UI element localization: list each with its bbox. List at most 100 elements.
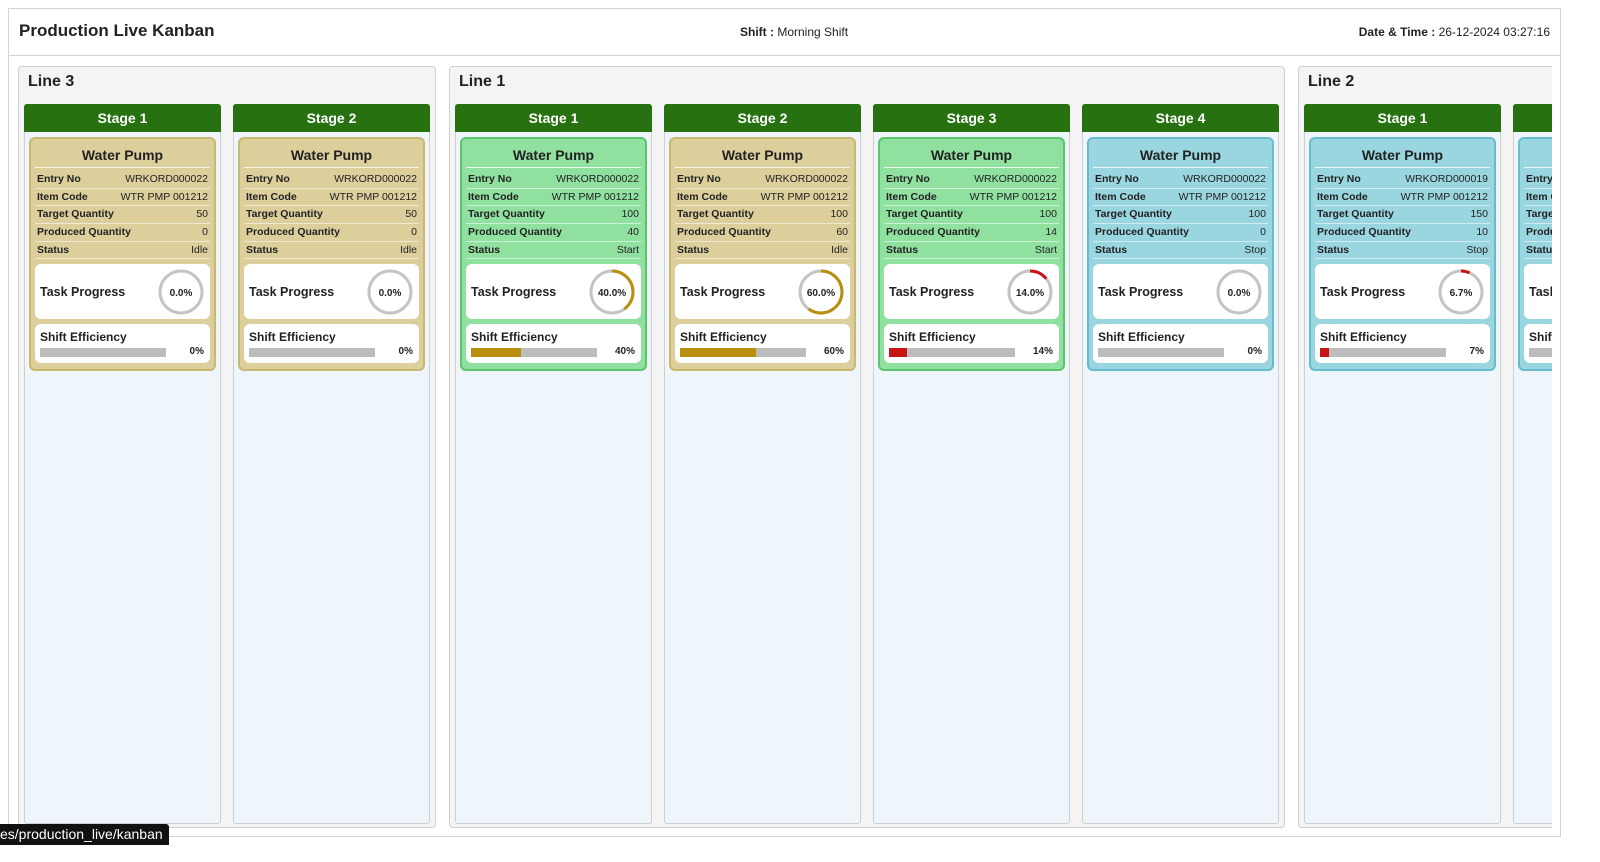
field-row: Target Quantity 100	[675, 206, 850, 225]
field-row: Entry No WRKORD000022	[884, 171, 1059, 189]
field-label: Entry No	[1526, 173, 1552, 185]
stage-header	[1513, 104, 1552, 132]
card-title: Water Pump	[675, 143, 850, 168]
card-title: Water Pump	[35, 143, 210, 168]
field-label: Produced Quantity	[886, 226, 980, 239]
efficiency-track	[680, 348, 806, 358]
efficiency-label: 0%	[1247, 346, 1262, 358]
stage-column: Stage 4 Water Pump Entry No WRKORD000022 Ite…	[1082, 104, 1279, 824]
datetime-label: Date & Time :	[1358, 25, 1436, 39]
task-progress: Task Progress 40.0%	[466, 264, 641, 320]
field-label: Target Quantity	[1317, 208, 1394, 221]
shift-label: Shift :	[740, 25, 774, 39]
field-value: WRKORD000022	[125, 173, 208, 185]
field-row: Entry No WRKORD000022	[675, 171, 850, 189]
field-label: Status	[1526, 243, 1552, 256]
field-row: Produced Quantity 0	[1093, 224, 1268, 242]
shift-efficiency: Shift Efficiency 0%	[244, 324, 419, 364]
field-value: 100	[1039, 208, 1057, 221]
efficiency-track	[471, 348, 597, 358]
stage-header: Stage 1	[24, 104, 221, 132]
field-label: Status	[677, 243, 710, 256]
efficiency-bar	[889, 348, 907, 358]
field-row: Item Code WTR PMP 001212	[884, 189, 1059, 207]
task-progress: Task Progress 60.0%	[675, 264, 850, 320]
field-row: Target Quantity 50	[35, 206, 210, 225]
line-name: Line 2	[1308, 73, 1355, 90]
field-value: 50	[405, 208, 417, 221]
field-row: Target Quantity 100	[466, 206, 641, 225]
field-row: Status	[1524, 242, 1552, 260]
progress-ring: 6.7%	[1438, 269, 1484, 315]
field-value: Idle	[400, 243, 417, 256]
card: Water Pump Entry No WRKORD000022 Item Code W…	[669, 137, 856, 371]
card: Entry No Item Code Target Quantity Produced…	[1518, 137, 1552, 371]
shift-efficiency: Shift Efficiency 40%	[466, 324, 641, 364]
field-label: Target Quantity	[886, 208, 963, 221]
field-label: Status	[886, 243, 919, 256]
field-row: Target Quantity 100	[884, 206, 1059, 225]
field-label: Item Code	[1095, 190, 1146, 203]
stage-column: Entry No Item Code Target Quantity Produced…	[1513, 104, 1552, 824]
field-label: Target Quantity	[37, 208, 114, 221]
progress-arc	[1438, 269, 1484, 315]
datetime: Date & Time : 26-12-2024 03:27:16	[1359, 25, 1550, 39]
field-row: Status Idle	[675, 242, 850, 260]
card: Water Pump Entry No WRKORD000022 Item Code W…	[238, 137, 425, 371]
task-progress-label: Task Progress	[1098, 284, 1184, 299]
field-label: Entry No	[468, 173, 512, 185]
field-value: 0	[411, 226, 417, 239]
field-value: WTR PMP 001212	[551, 190, 639, 203]
field-row: Target Quantity 150	[1315, 206, 1490, 225]
progress-ring: 0.0%	[158, 269, 204, 315]
stage-column: Stage 3 Water Pump Entry No WRKORD000022 Ite…	[873, 104, 1070, 824]
field-label: Status	[37, 243, 70, 256]
field-row: Item Code	[1524, 189, 1552, 207]
field-row: Entry No WRKORD000019	[1315, 171, 1490, 189]
field-row: Status Idle	[35, 242, 210, 260]
field-label: Produced Quantity	[37, 226, 131, 239]
task-progress: Task Progress 0.0%	[35, 264, 210, 320]
efficiency-bar	[471, 348, 522, 358]
line: Line 3 Stage 1 Water Pump Entry No WRKORD000…	[18, 66, 436, 828]
field-label: Produced Quantity	[246, 226, 340, 239]
field-label: Status	[1317, 243, 1350, 256]
shift-efficiency-label: Shift Efficiency	[1529, 330, 1552, 345]
line: Line 1 Stage 1 Water Pump Entry No WRKORD000…	[449, 66, 1285, 828]
field-value: WTR PMP 001212	[329, 190, 417, 203]
shift-efficiency-label: Shift Efficiency	[889, 330, 976, 345]
field-row: Item Code WTR PMP 001212	[675, 189, 850, 207]
shift-efficiency-label: Shift Efficiency	[1320, 330, 1407, 345]
stages: Stage 1 Water Pump Entry No WRKORD000022 Ite…	[455, 104, 1279, 824]
shift: Shift : Morning Shift	[740, 25, 848, 39]
progress-label: 60.0%	[807, 288, 835, 299]
efficiency-label: 40%	[614, 346, 635, 358]
field-row: Target Quantity	[1524, 206, 1552, 225]
status-url: es/production_live/kanban	[0, 824, 169, 845]
field-value: 0	[1260, 226, 1266, 239]
shift-efficiency: Shift Efficiency 0%	[1093, 324, 1268, 364]
shift-efficiency-label: Shift Efficiency	[680, 330, 767, 345]
shift-efficiency: Shift Efficiency	[1524, 324, 1552, 364]
field-value: 100	[621, 208, 639, 221]
field-label: Produced Quantity	[1526, 226, 1552, 239]
field-value: 40	[627, 226, 639, 239]
field-row: Status Idle	[244, 242, 419, 260]
task-progress: Task Progress 14.0%	[884, 264, 1059, 320]
shift-efficiency: Shift Efficiency 7%	[1315, 324, 1490, 364]
field-row: Produced Quantity 0	[35, 224, 210, 242]
stage-header: Stage 1	[455, 104, 652, 132]
stage-column: Stage 2 Water Pump Entry No WRKORD000022 Ite…	[664, 104, 861, 824]
efficiency-label: 7%	[1469, 346, 1484, 358]
field-label: Entry No	[1095, 173, 1139, 185]
task-progress-label: Task Progress	[1529, 284, 1552, 299]
shift-efficiency-label: Shift Efficiency	[1098, 330, 1185, 345]
efficiency-bar	[680, 348, 756, 358]
field-label: Item Code	[468, 190, 519, 203]
stages: Stage 1 Water Pump Entry No WRKORD000019 Ite…	[1304, 104, 1552, 824]
progress-track	[158, 269, 204, 315]
field-row: Item Code WTR PMP 001212	[466, 189, 641, 207]
shift-efficiency: Shift Efficiency 60%	[675, 324, 850, 364]
field-value: Stop	[1466, 243, 1488, 256]
